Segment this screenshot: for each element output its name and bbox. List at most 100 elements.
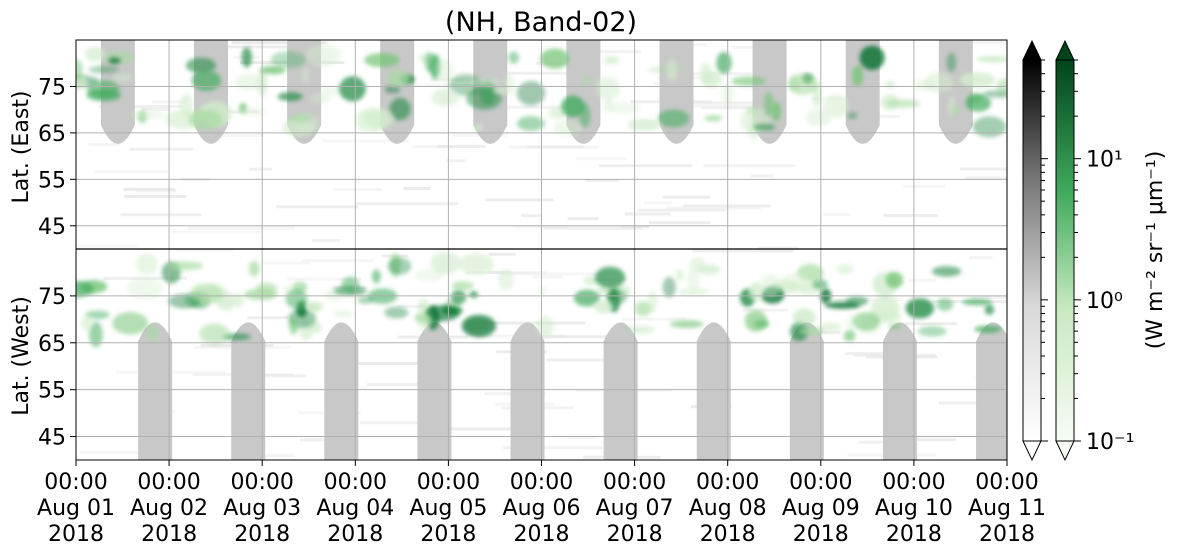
aurora-patch	[387, 69, 410, 88]
aurora-patch	[389, 97, 411, 121]
aurora-patch	[788, 73, 818, 95]
aurora-patch	[238, 108, 267, 116]
x-tick-label: 00:00	[975, 470, 1038, 495]
y-axis: 45 55 65 75 75 65 55 45	[38, 75, 76, 451]
aurora-patch	[540, 48, 570, 69]
aurora-patch	[561, 95, 585, 118]
aurora-patch	[806, 108, 831, 127]
x-tick-label: 2018	[48, 522, 104, 547]
colorbar-green-extend-min	[1055, 440, 1075, 462]
aurora-patch	[85, 310, 110, 320]
background-noise	[960, 40, 1007, 44]
x-tick-label: 00:00	[417, 470, 480, 495]
background-noise	[689, 104, 771, 108]
aurora-patch	[231, 293, 244, 308]
background-noise	[488, 252, 516, 256]
aurora-patch	[241, 47, 252, 68]
background-noise	[135, 189, 177, 193]
aurora-patch	[244, 288, 278, 301]
x-tick-label: 2018	[420, 522, 476, 547]
background-noise	[823, 213, 851, 217]
x-tick-label: Aug 10	[875, 496, 953, 521]
background-noise	[299, 438, 342, 442]
aurora-patch	[852, 65, 864, 87]
aurora-patch	[248, 260, 260, 277]
aurora-patch	[976, 56, 1007, 63]
colorbar-green-extend-max	[1055, 39, 1075, 61]
aurora-patch	[108, 57, 121, 64]
chart-title: (NH, Band-02)	[445, 7, 637, 38]
background-noise	[903, 184, 946, 188]
aurora-patch	[285, 289, 308, 309]
background-noise	[123, 187, 175, 191]
aurora-patch	[199, 323, 230, 345]
aurora-patch	[538, 286, 547, 296]
aurora-patch	[185, 57, 217, 74]
x-tick-label: Aug 06	[503, 496, 581, 521]
x-tick-label: 00:00	[324, 470, 387, 495]
background-noise	[845, 352, 913, 356]
aurora-patch	[669, 320, 704, 328]
background-noise	[701, 106, 772, 110]
background-noise	[321, 139, 409, 143]
x-tick-label: Aug 09	[782, 496, 860, 521]
aurora-patch	[800, 327, 825, 336]
aurora-patch	[626, 325, 655, 334]
aurora-patch	[282, 118, 314, 137]
background-noise	[969, 256, 993, 260]
background-noise	[592, 50, 642, 54]
aurora-patch	[451, 281, 474, 291]
aurora-patch	[516, 81, 546, 106]
aurora-patch	[508, 51, 519, 64]
aurora-patch	[965, 94, 992, 112]
aurora-patch	[305, 300, 324, 312]
aurora-patch	[384, 85, 401, 94]
aurora-patch	[80, 315, 93, 332]
background-noise	[485, 198, 554, 202]
background-noise	[901, 438, 957, 442]
aurora-patch	[364, 52, 400, 68]
daylight-shadow-west	[510, 322, 545, 460]
aurora-patch	[744, 310, 767, 332]
x-tick-label: Aug 11	[968, 496, 1046, 521]
background-noise	[750, 174, 774, 178]
aurora-patch	[436, 58, 454, 83]
aurora-patch	[85, 46, 105, 62]
colorbar-grey-extend-min	[1022, 440, 1042, 462]
aurora-patch	[686, 269, 700, 291]
colorbar-label: (W m⁻² sr⁻¹ μm⁻¹)	[1143, 151, 1168, 350]
aurora-patch	[289, 317, 299, 335]
background-noise	[567, 436, 596, 440]
aurora-patch	[167, 261, 204, 271]
aurora-patch	[824, 301, 860, 309]
x-tick-label: 2018	[607, 522, 663, 547]
daylight-shadow-east	[659, 40, 694, 144]
aurora-patch	[536, 315, 554, 338]
aurora-patch	[469, 77, 502, 86]
x-tick-label: Aug 02	[130, 496, 208, 521]
background-noise	[508, 145, 600, 149]
background-noise	[665, 101, 767, 105]
aurora-patch	[322, 85, 344, 97]
background-noise	[287, 277, 362, 281]
background-noise	[231, 41, 328, 45]
background-noise	[327, 362, 425, 365]
aurora-patch	[595, 266, 626, 289]
aurora-patch	[461, 314, 496, 338]
background-noise	[478, 321, 586, 325]
aurora-patch	[289, 113, 312, 124]
background-noise	[124, 195, 187, 198]
aurora-patch	[112, 311, 149, 335]
background-noise	[500, 272, 602, 276]
aurora-patch	[771, 101, 782, 122]
background-noise	[485, 71, 594, 75]
aurora-patch	[516, 116, 545, 131]
daylight-shadow-west	[696, 322, 731, 460]
y-tick-label: 45	[38, 215, 66, 240]
background-noise	[546, 358, 619, 362]
aurora-patch	[259, 66, 286, 75]
background-noise	[175, 248, 234, 252]
aurora-patch	[458, 253, 494, 276]
aurora-patch	[593, 300, 613, 314]
